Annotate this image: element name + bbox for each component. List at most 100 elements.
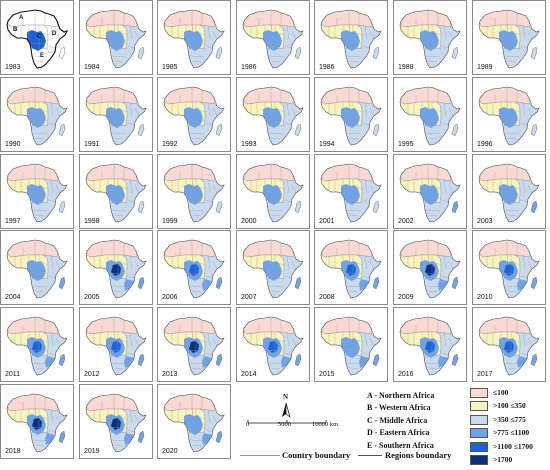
year-label: 2007 [241,294,257,301]
year-label: 2002 [398,218,414,225]
africa-map [478,163,540,223]
year-label: 2018 [5,448,21,455]
year-label: 2003 [477,218,493,225]
map-panel: 1984 [79,0,153,75]
rainfall-core [111,341,121,353]
continent-outline [320,86,382,146]
rainfall-patch-southeast [281,279,291,291]
rainfall-patch-southeast [359,203,369,215]
map-panel: 1994 [314,77,388,152]
continent-outline [242,239,304,299]
continent-outline [85,163,147,223]
year-label: 1989 [477,64,493,71]
rainfall-core [425,341,435,353]
africa-map [399,163,461,223]
africa-map [163,163,225,223]
africa-map [6,393,68,453]
madagascar [58,276,66,290]
year-label: 1993 [241,141,257,148]
region-north [7,316,59,335]
year-label: 2010 [477,294,493,301]
map-panel: 2020 [157,384,231,459]
continent-outline [163,316,225,376]
africa-map [242,9,304,69]
rainfall-belt [420,107,439,128]
map-panel: 2003 [472,154,546,229]
year-label: 1991 [84,141,100,148]
scale-label-0: 0 [246,421,250,428]
continent-outline [320,239,382,299]
legend-swatch [470,414,488,425]
continent-outline [320,316,382,376]
continent-outline [242,163,304,223]
rainfall-patch-southeast [281,203,291,215]
rainfall-core [425,264,435,276]
legend-swatch [470,428,488,439]
legend-label: >100 ≤350 [493,401,526,411]
africa-map [320,163,382,223]
region-item-b: B - Western Africa [367,403,431,413]
map-panel: 2002 [393,154,467,229]
region-item-d: D - Eastern Africa [367,428,430,438]
rainfall-patch-southeast [202,356,212,368]
continent-outline [478,86,540,146]
region-north [243,316,295,335]
scale-label-10000: 10000 km [312,421,339,428]
continent-outline [478,316,540,376]
rainfall-belt [184,30,203,51]
rainfall-belt [341,107,360,128]
legend-label: ≤100 [493,388,509,397]
africa-map [399,9,461,69]
madagascar [530,353,538,367]
madagascar [294,123,302,137]
madagascar [530,123,538,137]
year-label: 1996 [477,141,493,148]
year-label: 1997 [5,218,21,225]
region-item-e: E - Southern Africa [367,440,434,450]
madagascar [137,123,145,137]
rainfall-belt [263,260,282,281]
madagascar [137,200,145,214]
madagascar [372,353,380,367]
rainfall-core [504,341,514,353]
year-label: 2006 [162,294,178,301]
map-panel: 2013 [157,307,231,382]
year-label: 1999 [162,218,178,225]
legend-item: >775 ≤1100 [470,427,550,440]
region-north [400,239,452,258]
africa-map: AB C D E [6,9,69,69]
rainfall-core [111,264,121,276]
region-north [164,316,216,335]
legend-swatch [470,441,488,452]
map-panel: 2000 [236,154,310,229]
continent-outline [6,239,68,299]
region-north [86,86,138,105]
region-north [479,9,531,28]
rainfall-patch-southeast [45,433,55,445]
continent-outline [85,316,147,376]
continent-outline [242,9,304,69]
region-item-c: C - Middle Africa [367,415,428,425]
continent-outline [163,86,225,146]
regions-boundary-label: Regions boundary [385,450,452,460]
rainfall-belt [341,184,360,205]
legend-swatch [470,388,488,398]
continent-outline [242,86,304,146]
rainfall-belt [499,30,518,51]
africa-map [6,316,68,376]
continent-outline [399,163,461,223]
africa-map [399,316,461,376]
africa-map [320,239,382,299]
inset-region-letter: B [13,27,18,33]
rainfall-belt [420,30,439,51]
madagascar [530,276,538,290]
africa-map [163,239,225,299]
africa-map [163,393,225,453]
region-north [321,9,373,28]
madagascar [58,200,66,214]
year-label: 1990 [5,141,21,148]
region-north [164,163,216,182]
rainfall-belt [499,184,518,205]
africa-map [6,86,68,146]
